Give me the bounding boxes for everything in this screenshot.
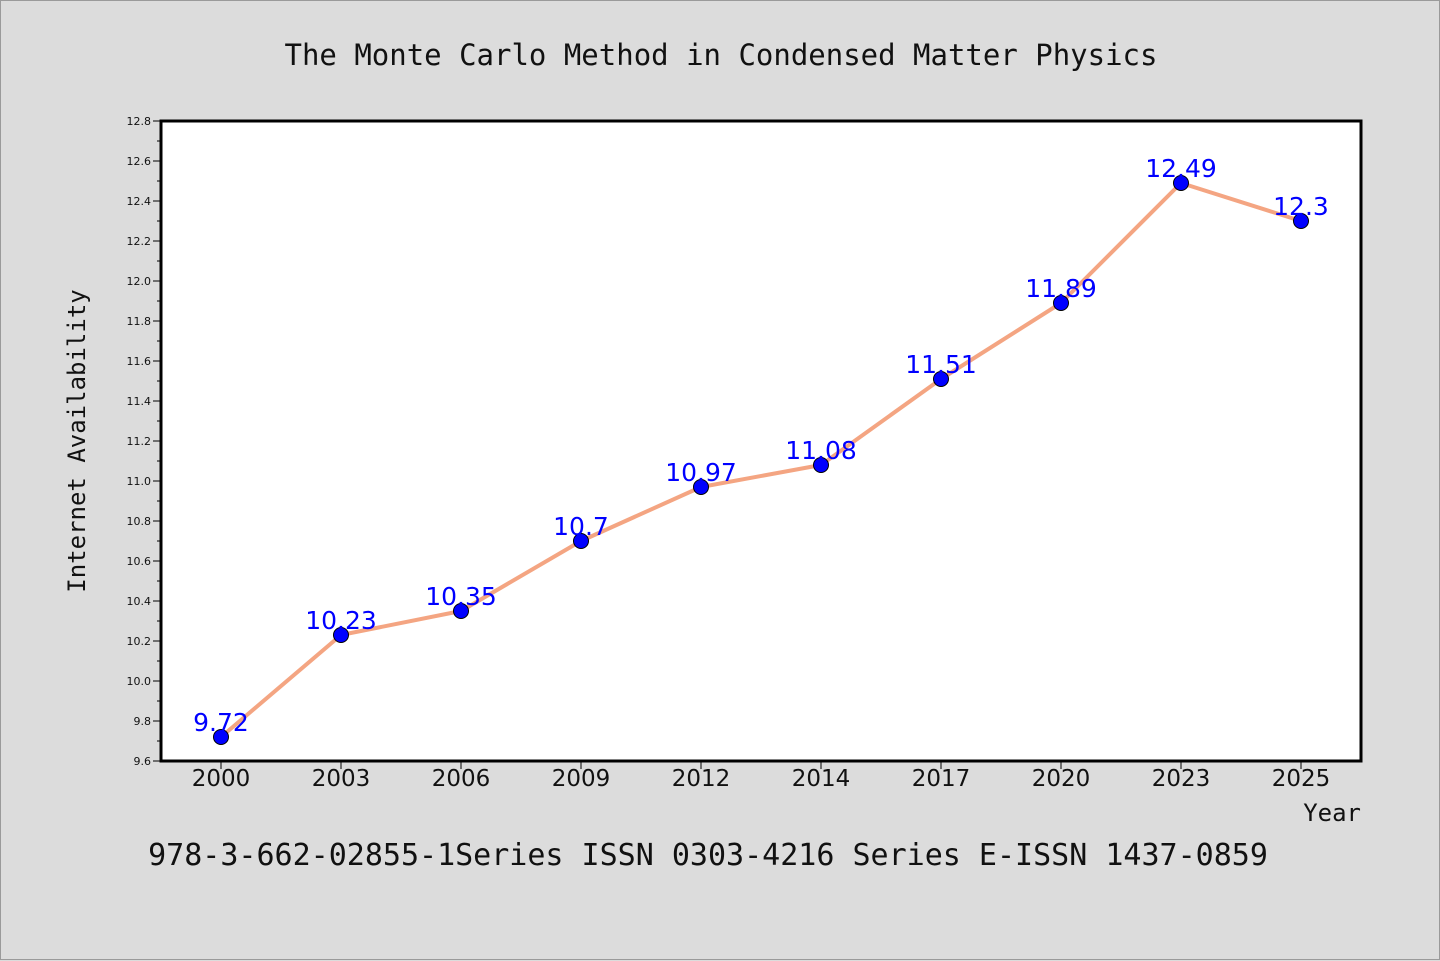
x-tick-label: 2000	[192, 766, 251, 792]
chart-title: The Monte Carlo Method in Condensed Matt…	[285, 38, 1158, 72]
data-label: 10.35	[425, 582, 497, 611]
data-point	[333, 627, 349, 643]
x-tick-label: 2025	[1272, 766, 1331, 792]
data-label: 12.49	[1145, 154, 1217, 183]
y-tick-label: 10.0	[127, 675, 152, 688]
y-tick-label: 10.4	[127, 595, 152, 608]
x-axis-label: Year	[1303, 799, 1361, 827]
x-tick-label: 2003	[312, 766, 371, 792]
y-tick-label: 9.6	[134, 755, 152, 768]
data-point	[573, 533, 589, 549]
plot-area	[161, 121, 1361, 761]
x-tick-label: 2023	[1152, 766, 1211, 792]
x-tick-label: 2020	[1032, 766, 1091, 792]
data-point	[1173, 175, 1189, 191]
data-point	[813, 457, 829, 473]
y-tick-label: 10.8	[127, 515, 152, 528]
data-point	[933, 371, 949, 387]
x-tick-label: 2014	[792, 766, 851, 792]
data-point	[453, 603, 469, 619]
x-axis-ticks: 2000 2003 2006 2009 2012 2014 2017 2020 2023 2025	[192, 761, 1331, 792]
x-tick-label: 2006	[432, 766, 491, 792]
data-label: 10.7	[553, 512, 609, 541]
data-point	[1293, 213, 1309, 229]
data-label: 11.89	[1025, 274, 1097, 303]
series-line	[219, 181, 1303, 739]
data-point	[213, 729, 229, 745]
y-tick-label: 11.6	[127, 355, 152, 368]
x-tick-label: 2017	[912, 766, 971, 792]
plot-border	[159, 119, 1363, 763]
data-point	[1053, 295, 1069, 311]
data-label: 10.97	[665, 458, 737, 487]
data-label: 9.72	[193, 708, 249, 737]
y-tick-label: 12.4	[127, 195, 152, 208]
y-tick-label: 12.2	[127, 235, 152, 248]
x-tick-label: 2009	[552, 766, 611, 792]
y-tick-label: 11.2	[127, 435, 152, 448]
y-tick-label: 12.8	[127, 115, 152, 128]
y-tick-label: 11.0	[127, 475, 152, 488]
data-label: 12.3	[1273, 192, 1329, 221]
footer-publication-info: 978-3-662-02855-1Series ISSN 0303-4216 S…	[148, 838, 1268, 873]
y-tick-label: 12.6	[127, 155, 152, 168]
y-axis-label: Internet Availability	[63, 289, 91, 592]
data-label: 11.08	[785, 436, 857, 465]
x-tick-label: 2012	[672, 766, 731, 792]
data-label: 10.23	[305, 606, 377, 635]
y-tick-label: 10.6	[127, 555, 152, 568]
data-label: 11.51	[905, 350, 977, 379]
series-group: 9.72 10.23 10.35 10.7 10.97 11.08 11.51 11.89 12…	[193, 154, 1329, 745]
data-point	[693, 479, 709, 495]
y-tick-label: 11.8	[127, 315, 152, 328]
y-axis-ticks: 9.6 9.8 10.0 10.2 10.4 10.6 10.8 11.0 11.2 11.4 11…	[127, 115, 161, 768]
y-tick-label: 12.0	[127, 275, 152, 288]
y-tick-label: 9.8	[134, 715, 152, 728]
y-tick-label: 10.2	[127, 635, 152, 648]
y-tick-label: 11.4	[127, 395, 152, 408]
